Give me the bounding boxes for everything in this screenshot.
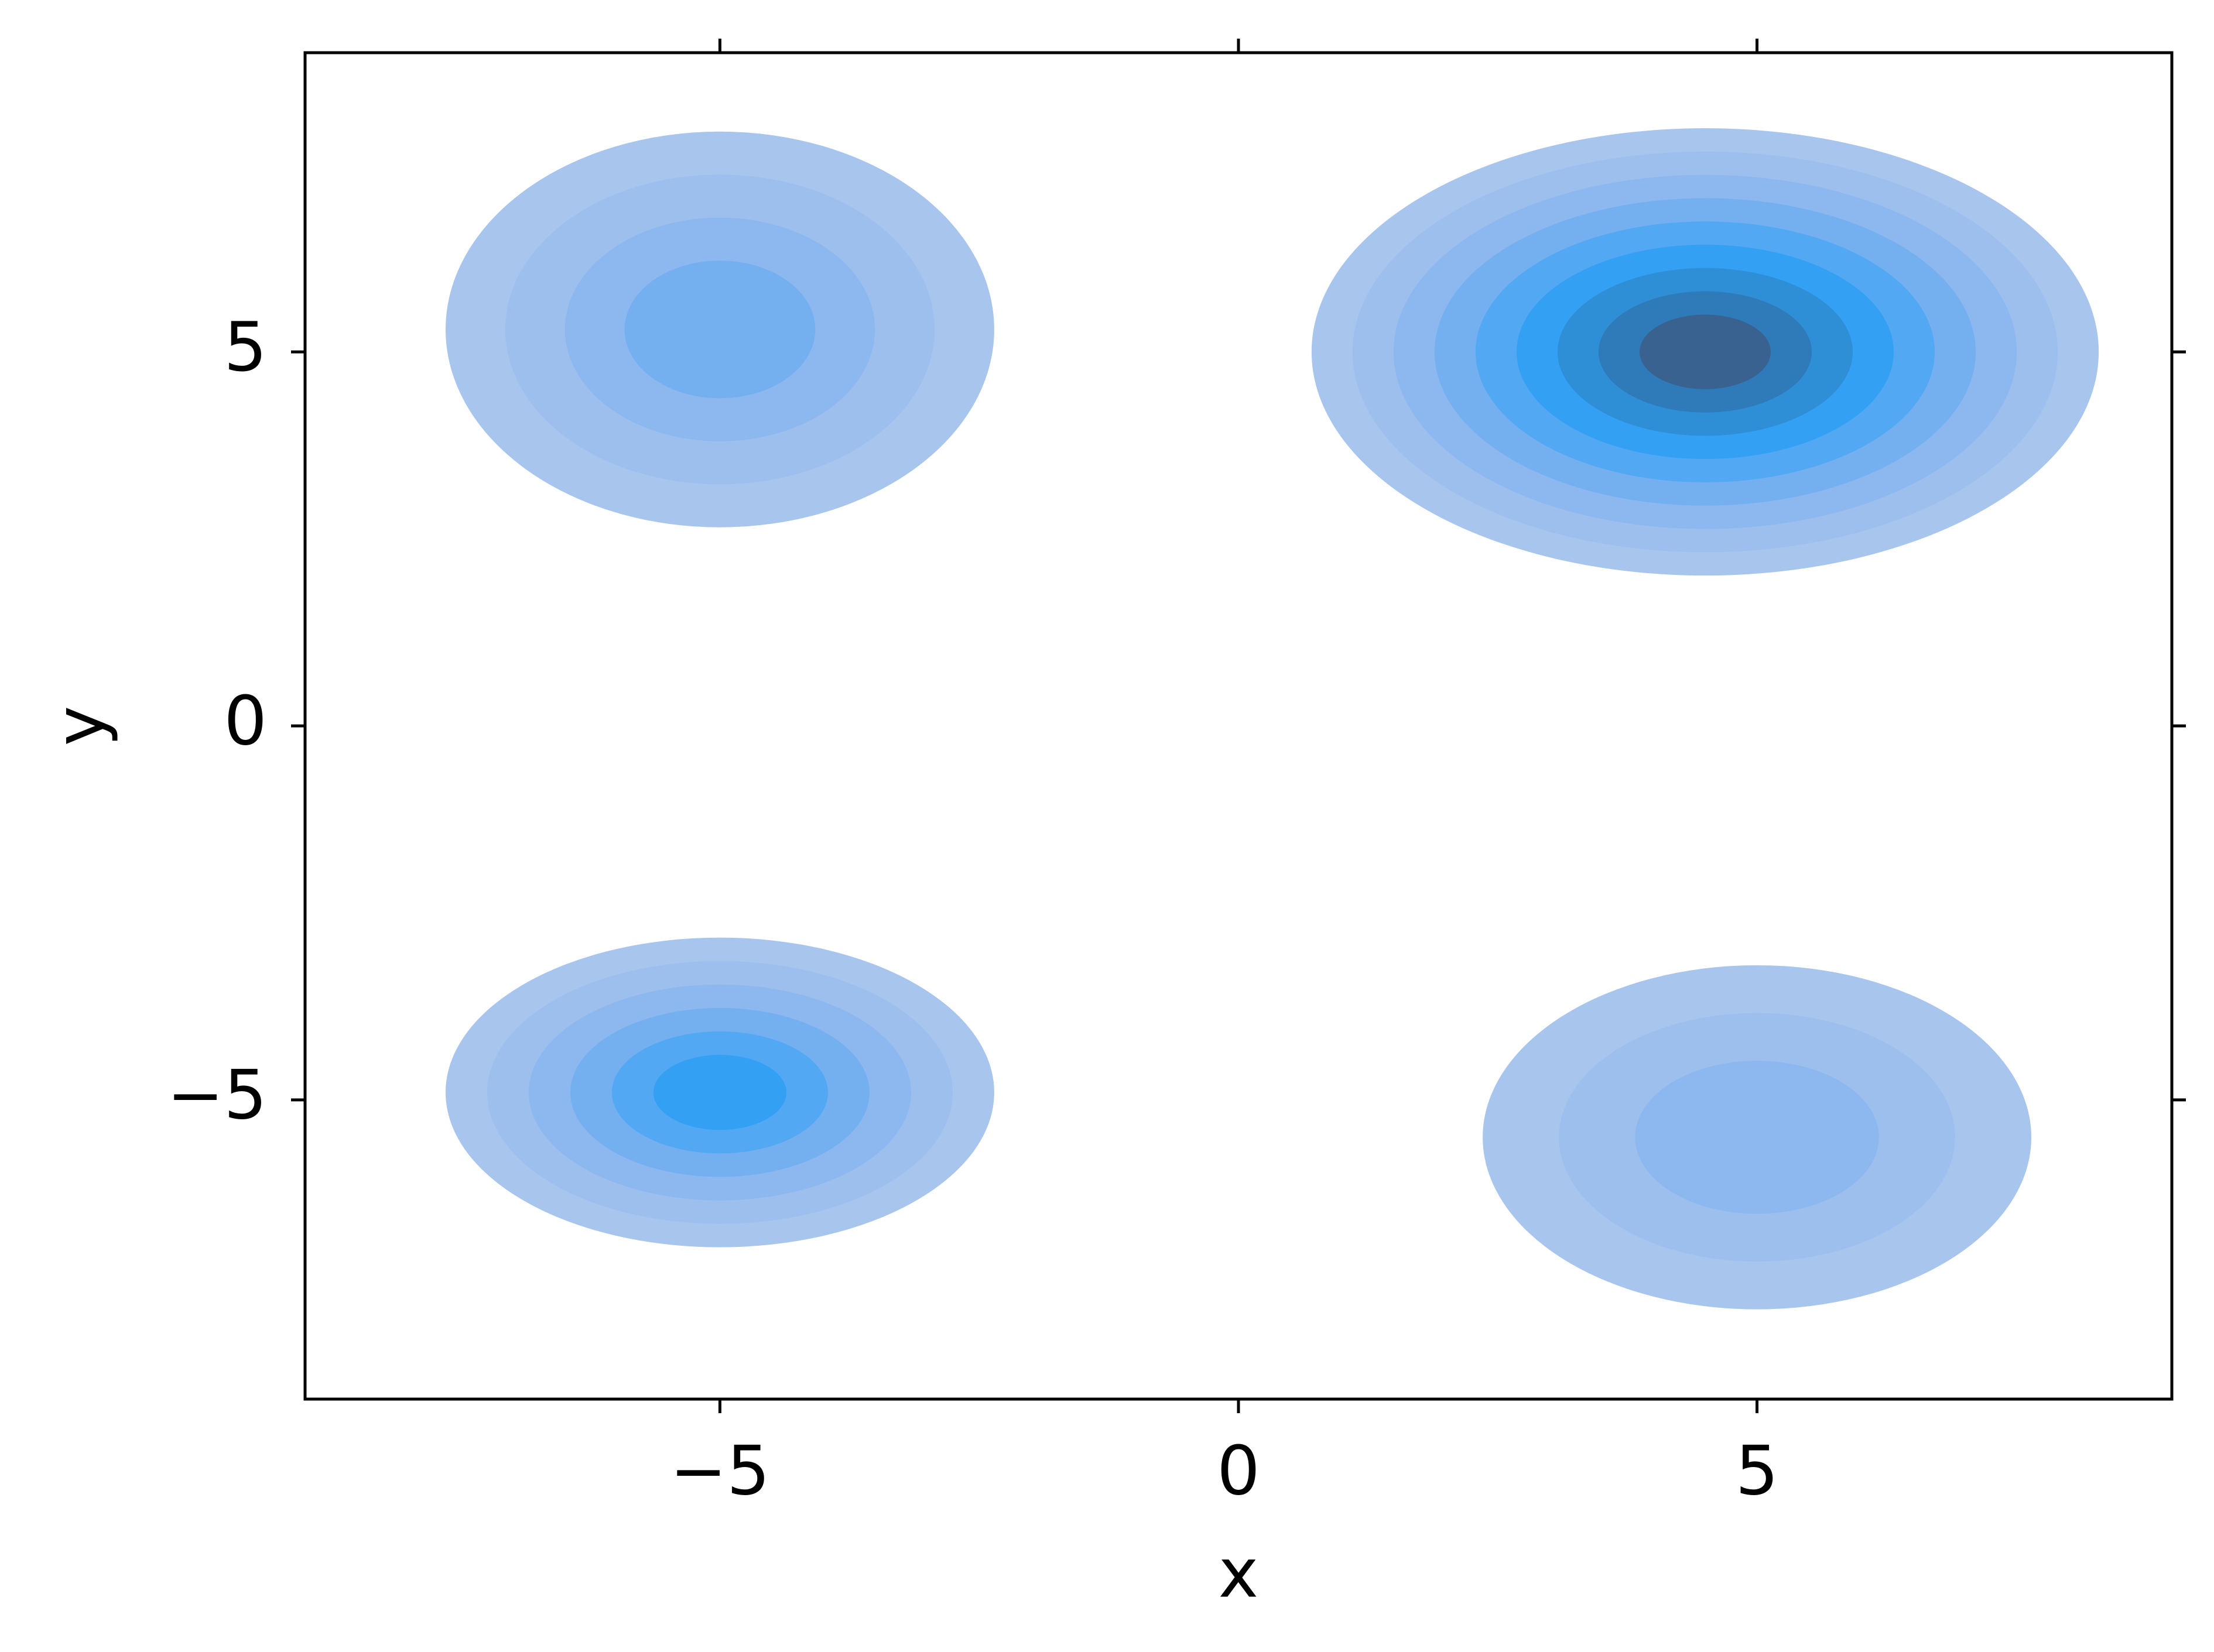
x-tick-label: −5: [670, 1432, 770, 1511]
y-tick-label: −5: [167, 1056, 267, 1135]
density-contour: [653, 1054, 787, 1130]
x-axis-label: x: [1219, 1534, 1259, 1613]
y-axis-label: y: [41, 706, 120, 746]
x-tick-label: 5: [1736, 1432, 1779, 1511]
y-tick-label: 5: [224, 308, 267, 387]
x-tick-label: 0: [1217, 1432, 1260, 1511]
density-contour: [1635, 1061, 1879, 1214]
y-tick-label: 0: [224, 682, 267, 761]
density-contour: [624, 261, 816, 399]
density-contour: [1639, 314, 1771, 389]
